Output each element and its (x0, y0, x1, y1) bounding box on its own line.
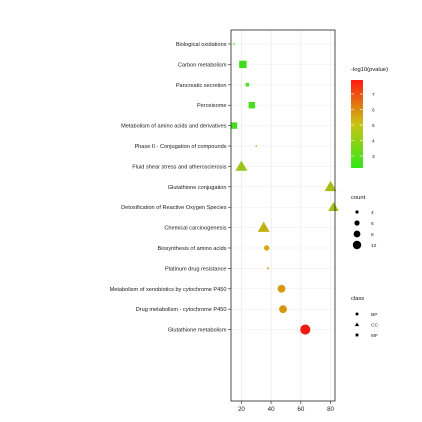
legend-class-items: BP CC MF (354, 312, 378, 339)
category-label: Carbon metabolism (178, 62, 227, 68)
data-point-8 (328, 201, 339, 212)
legend-count-label: 10 (371, 243, 377, 249)
legend-color-tick-label: 5 (372, 123, 375, 129)
data-point-3 (248, 101, 256, 109)
category-label: Platinum drug resistance (165, 266, 227, 272)
legend-class-label: CC (371, 322, 378, 328)
legend-color-ticks: 7 6 5 4 3 (351, 92, 375, 160)
points-layer (230, 43, 339, 335)
legend-color-tick-label: 7 (372, 92, 375, 98)
category-label: Peroxisome (197, 103, 227, 109)
legend-class-symbol (354, 322, 360, 327)
legend-count-symbol (355, 210, 359, 214)
category-label: Metabolism of xenobiotics by cytochrome … (110, 287, 227, 293)
x-tick-label: 20 (238, 406, 245, 413)
data-point-7 (324, 180, 337, 192)
legend-color-tick-label: 6 (372, 107, 375, 113)
legend-class: class BP CC MF (351, 296, 378, 339)
legend-count-symbol (353, 230, 361, 238)
category-label: Biosynthesis of amino acids (157, 246, 226, 252)
data-point-5 (255, 144, 258, 147)
legend-count-label: 8 (371, 232, 374, 238)
x-tick-label: 60 (297, 406, 304, 413)
legend-class-symbol (355, 312, 359, 316)
data-point-0 (233, 43, 235, 45)
legend-color: -log10(pvalue) 7 6 5 4 3 (351, 67, 388, 168)
data-point-13 (279, 305, 287, 314)
x-axis: 20 40 60 80 (238, 401, 335, 413)
data-point-11 (267, 267, 270, 270)
data-point-10 (263, 245, 270, 251)
legend-count-label: 4 (371, 210, 374, 216)
data-point-9 (257, 221, 270, 232)
legend-count-symbol (354, 220, 360, 226)
legend-class-title: class (351, 296, 364, 302)
legend-count-label: 6 (371, 221, 374, 227)
legend-color-tick-label: 3 (372, 154, 375, 160)
legend-count-symbol (352, 240, 362, 250)
category-label: Drug metabolism - cytochrome P450 (136, 307, 227, 313)
data-point-6 (235, 160, 248, 171)
data-point-4 (230, 122, 238, 129)
category-label: Glutathione metabolism (168, 328, 227, 334)
legend-count-items: 4 6 8 10 (352, 210, 377, 250)
legend-color-bar (351, 80, 363, 168)
data-point-2 (245, 83, 250, 87)
legend-color-title: -log10(pvalue) (351, 67, 388, 73)
category-label: Chemical carcinogenesis (164, 226, 226, 232)
category-label: Phase II - Conjugation of compounds (134, 144, 226, 150)
legend-class-label: MF (371, 333, 378, 339)
category-label: Fluid shear stress and atherosclerosis (132, 164, 226, 170)
data-point-12 (277, 284, 286, 293)
category-label: Biological oxidations (176, 42, 227, 48)
legend-class-symbol (355, 333, 359, 337)
plot-frame (230, 29, 336, 402)
category-label: Detoxification of Reactive Oxygen Specie… (121, 205, 227, 211)
x-tick-label: 40 (268, 406, 275, 413)
x-tick-label: 80 (327, 406, 334, 413)
category-label: Metabolism of amino acids and derivative… (121, 124, 227, 130)
data-point-1 (239, 60, 247, 69)
legend-count: count 4 6 8 10 (351, 195, 377, 250)
legend-count-title: count (351, 195, 366, 201)
data-point-14 (300, 324, 311, 335)
category-label: Pancreatic secretion (176, 83, 227, 89)
category-label: Glutathione conjugation (168, 185, 227, 191)
legend-color-tick-label: 4 (372, 138, 375, 144)
legend-class-label: BP (371, 312, 377, 318)
category-labels: Biological oxidations Carbon metabolism Pa… (110, 42, 231, 334)
